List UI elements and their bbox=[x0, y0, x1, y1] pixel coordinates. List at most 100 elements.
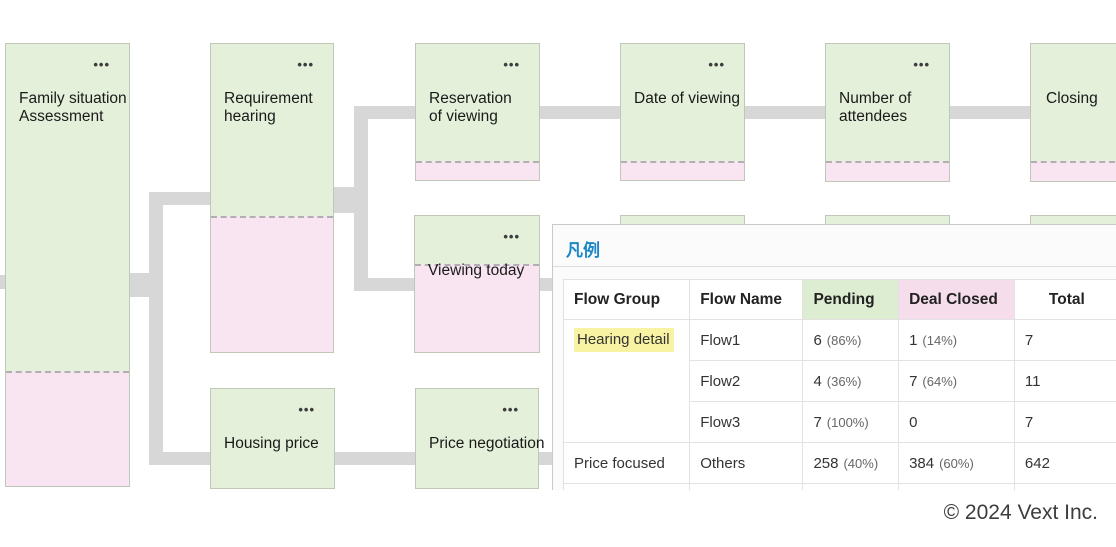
node-deal-closed-zone bbox=[6, 371, 129, 486]
node-label: Requirement hearing bbox=[224, 90, 313, 125]
flow-group-cell: Hearing detail bbox=[562, 319, 691, 443]
flow-connector bbox=[354, 278, 415, 291]
flow-node-housing-price[interactable]: ••• Housing price bbox=[210, 388, 335, 489]
flow-node-closing[interactable]: ••• Closing bbox=[1030, 43, 1116, 182]
col-header-flow-group: Flow Group bbox=[562, 279, 691, 320]
flow-connector bbox=[0, 275, 6, 289]
flow-name-cell: Flow3 bbox=[689, 401, 804, 443]
page-footer: © 2024 Vext Inc. bbox=[0, 490, 1116, 547]
deal-closed-count: 7 bbox=[909, 372, 918, 390]
col-header-pending: Pending bbox=[802, 279, 900, 320]
node-deal-closed-zone bbox=[415, 264, 539, 352]
node-label-line: Number of bbox=[839, 90, 912, 107]
node-label-line: Family situation bbox=[19, 90, 127, 107]
flow-name-cell: Flow1 bbox=[689, 319, 804, 361]
node-label-line: Requirement bbox=[224, 90, 313, 107]
flow-connector bbox=[334, 452, 415, 465]
total-cell: 642 bbox=[1013, 442, 1116, 484]
flow-connector bbox=[354, 106, 415, 119]
legend-title: 凡例 bbox=[553, 225, 1116, 267]
legend-panel: 凡例 Flow Group Flow Name Pending Deal Clo… bbox=[552, 224, 1116, 490]
pending-percent: (40%) bbox=[843, 455, 879, 471]
node-menu-icon[interactable]: ••• bbox=[708, 57, 725, 72]
deal-closed-cell: 0 bbox=[898, 401, 1015, 443]
node-label: Date of viewing bbox=[634, 90, 740, 108]
flow-diagram-canvas: ••• Family situation Assessment ••• Requ… bbox=[0, 43, 1116, 490]
copyright-text: © 2024 Vext Inc. bbox=[943, 501, 1098, 524]
deal-closed-percent: (14%) bbox=[922, 332, 958, 348]
flow-node-date-of-viewing[interactable]: ••• Date of viewing bbox=[620, 43, 745, 181]
node-menu-icon[interactable]: ••• bbox=[502, 402, 519, 417]
legend-row-clipped bbox=[562, 483, 1116, 490]
pending-count: 7 bbox=[813, 413, 822, 431]
flow-node-reservation-of-viewing[interactable]: ••• Reservation of viewing bbox=[415, 43, 540, 181]
node-menu-icon[interactable]: ••• bbox=[297, 57, 314, 72]
flow-connector bbox=[540, 278, 554, 291]
node-label: Number of attendees bbox=[839, 90, 911, 125]
flow-node-number-of-attendees[interactable]: ••• Number of attendees bbox=[825, 43, 950, 182]
flow-connector bbox=[745, 106, 825, 119]
node-menu-icon[interactable]: ••• bbox=[93, 57, 110, 72]
total-cell: 7 bbox=[1013, 319, 1116, 361]
pending-cell: 258 (40%) bbox=[802, 442, 900, 484]
deal-closed-cell: 1 (14%) bbox=[898, 319, 1015, 361]
flow-node-requirement-hearing[interactable]: ••• Requirement hearing bbox=[210, 43, 334, 353]
flow-connector bbox=[950, 106, 1030, 119]
pending-cell: 4 (36%) bbox=[802, 360, 900, 402]
pending-percent: (36%) bbox=[826, 373, 862, 389]
pending-cell: 7 (100%) bbox=[802, 401, 900, 443]
flow-connector bbox=[149, 192, 163, 465]
flow-node-viewing-today[interactable]: ••• Viewing today bbox=[414, 215, 540, 353]
legend-table: Flow Group Flow Name Pending Deal Closed… bbox=[562, 279, 1116, 490]
pending-count: 258 bbox=[813, 454, 839, 472]
flow-group-cell: Price focused bbox=[562, 442, 691, 484]
node-label: Family situation Assessment bbox=[19, 90, 127, 125]
deal-closed-count: 384 bbox=[909, 454, 935, 472]
deal-closed-percent: (64%) bbox=[922, 373, 958, 389]
flow-connector bbox=[540, 106, 620, 119]
node-label-line: Price negotiation bbox=[429, 435, 545, 452]
flow-node-family-situation-assessment[interactable]: ••• Family situation Assessment bbox=[5, 43, 130, 487]
deal-closed-cell: 384 (60%) bbox=[898, 442, 1015, 484]
node-deal-closed-zone bbox=[1031, 161, 1116, 181]
node-label-line: Housing price bbox=[224, 435, 319, 452]
flow-name-cell: Flow2 bbox=[689, 360, 804, 402]
node-menu-icon[interactable]: ••• bbox=[913, 57, 930, 72]
flow-connector bbox=[354, 106, 368, 291]
flow-node-price-negotiation[interactable]: ••• Price negotiation bbox=[415, 388, 544, 489]
node-label-line: Viewing today bbox=[428, 262, 525, 279]
deal-closed-percent: (60%) bbox=[939, 455, 974, 471]
flow-name-cell bbox=[689, 483, 804, 490]
col-header-flow-name: Flow Name bbox=[689, 279, 804, 320]
total-cell: 7 bbox=[1013, 401, 1116, 443]
highlighted-flow-group: Hearing detail bbox=[574, 328, 674, 352]
node-deal-closed-zone bbox=[416, 161, 539, 180]
flow-name-cell: Others bbox=[689, 442, 804, 484]
pending-count: 4 bbox=[813, 372, 822, 390]
pending-count: 6 bbox=[813, 331, 822, 349]
legend-row: Flow3 7 (100%) 0 7 bbox=[564, 401, 1116, 443]
node-label-line: Reservation bbox=[429, 90, 512, 107]
node-label: Housing price bbox=[224, 435, 319, 453]
node-menu-icon[interactable]: ••• bbox=[298, 402, 315, 417]
total-cell bbox=[1013, 483, 1116, 490]
col-header-total: Total bbox=[1013, 279, 1116, 320]
legend-row: Price focused Others 258 (40%) 384 (60%) 6… bbox=[562, 442, 1116, 484]
node-deal-closed-zone bbox=[826, 161, 949, 181]
node-label-line: hearing bbox=[224, 107, 276, 125]
pending-percent: (86%) bbox=[826, 332, 862, 348]
pending-cell: 6 (86%) bbox=[802, 319, 900, 361]
node-deal-closed-zone bbox=[211, 216, 333, 352]
node-label-line: Assessment bbox=[19, 107, 104, 125]
node-label: Closing bbox=[1046, 90, 1098, 108]
deal-closed-cell: 7 (64%) bbox=[898, 360, 1015, 402]
node-label-line: of viewing bbox=[429, 107, 498, 125]
legend-row: Hearing detail Flow1 6 (86%) 1 (14%) 7 bbox=[562, 319, 1116, 443]
node-label: Viewing today bbox=[428, 262, 524, 280]
node-menu-icon[interactable]: ••• bbox=[503, 57, 520, 72]
node-label-line: Date of viewing bbox=[634, 90, 740, 107]
deal-closed-count: 0 bbox=[909, 413, 918, 431]
node-menu-icon[interactable]: ••• bbox=[503, 229, 520, 244]
node-label-line: attendees bbox=[839, 107, 908, 125]
